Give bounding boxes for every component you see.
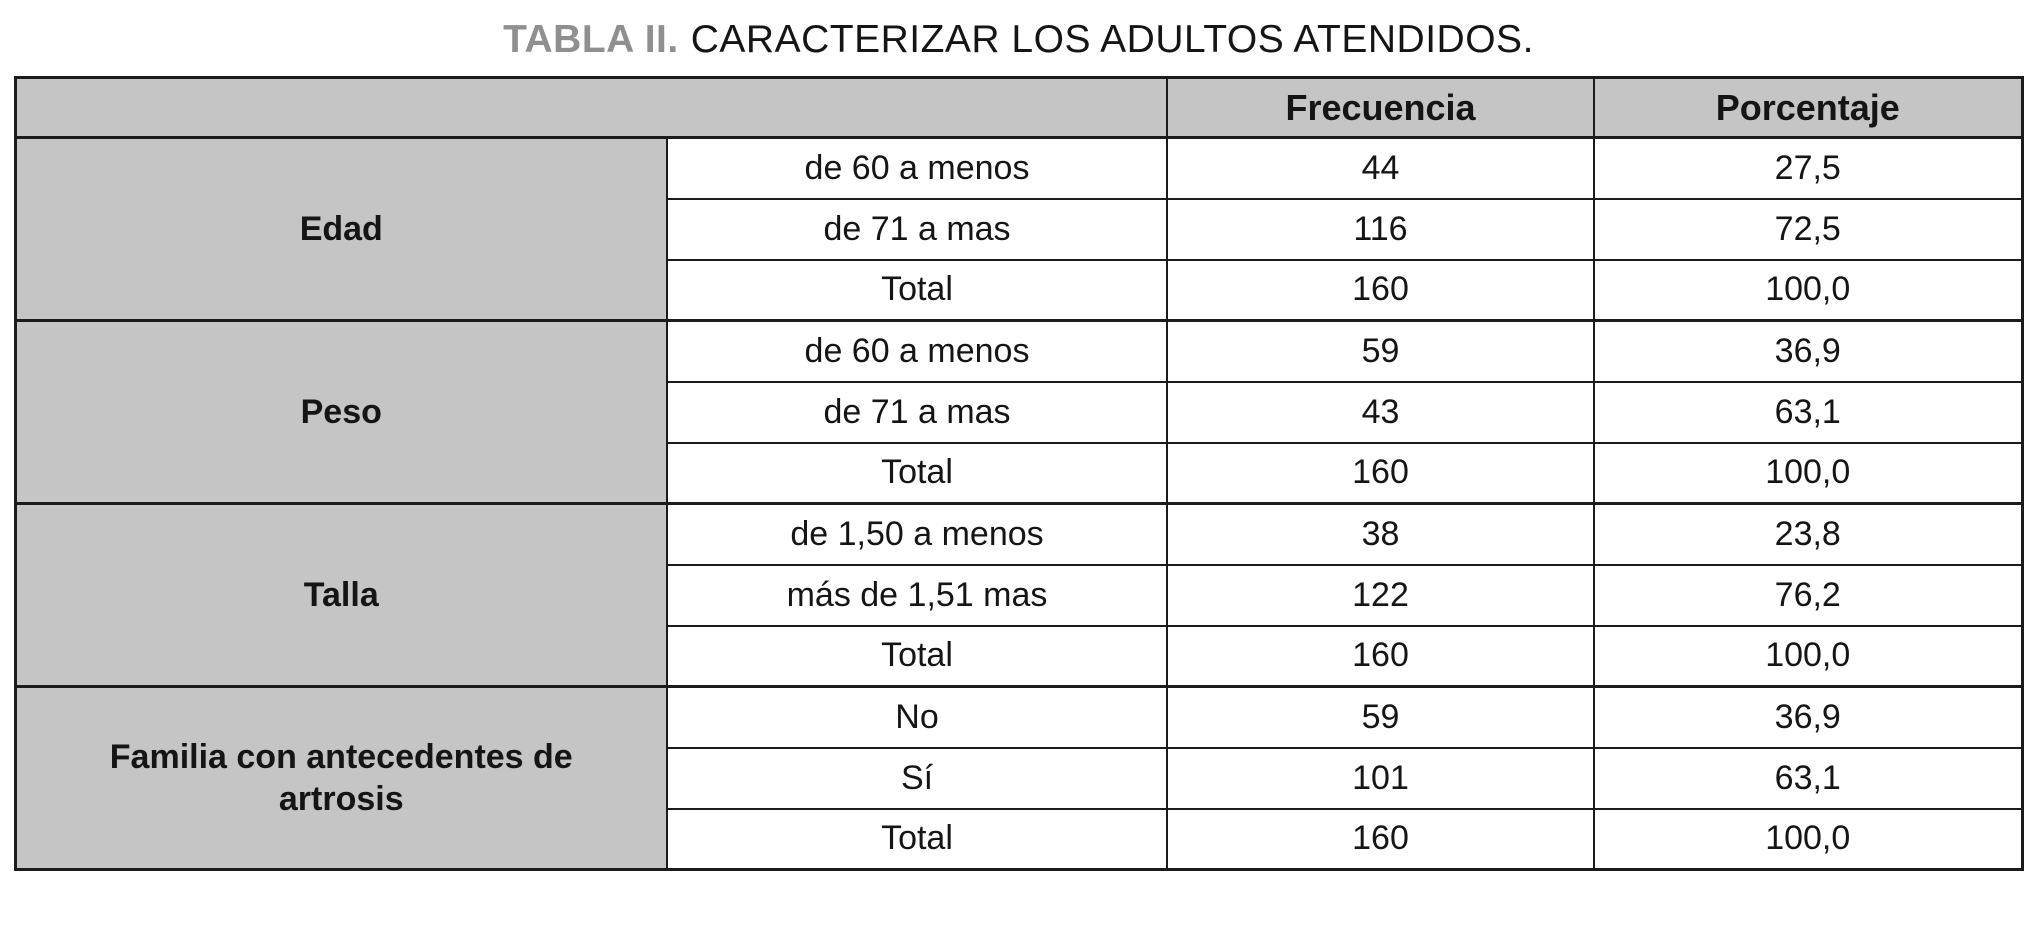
group-label-text: Talla (303, 575, 379, 614)
group-label-familia-antecedentes: Familia con antecedentes de artrosis (14, 685, 668, 871)
table-number-label: TABLA II. (503, 18, 679, 61)
category-cell: de 60 a menos (666, 319, 1168, 383)
statistics-table: Frecuencia Porcentaje Edad de 60 a menos… (13, 76, 2024, 871)
frequency-cell: 43 (1166, 380, 1595, 444)
percentage-cell: 100,0 (1593, 441, 2023, 505)
frequency-cell: 160 (1166, 441, 1595, 505)
percentage-cell: 36,9 (1593, 685, 2023, 749)
frequency-cell: 59 (1166, 685, 1595, 749)
frequency-cell: 44 (1166, 136, 1595, 200)
table-row: Total 160 100,0 (15, 807, 2023, 871)
table-row: Sí 101 63,1 (15, 746, 2023, 810)
percentage-cell: 63,1 (1593, 380, 2023, 444)
percentage-cell: 76,2 (1593, 563, 2023, 627)
category-cell: más de 1,51 mas (666, 563, 1168, 627)
percentage-cell: 36,9 (1593, 319, 2023, 383)
category-cell: Sí (666, 746, 1168, 810)
frequency-cell: 160 (1166, 807, 1595, 871)
table-row: de 71 a mas 43 63,1 (15, 380, 2023, 444)
category-cell: Total (666, 258, 1168, 322)
table-row: Total 160 100,0 (15, 258, 2023, 322)
category-cell: Total (666, 624, 1168, 688)
frequency-cell: 160 (1166, 624, 1595, 688)
table-row: de 71 a mas 116 72,5 (15, 197, 2023, 261)
table-row: Familia con antecedentes de artrosis No … (14, 685, 2023, 871)
frequency-cell: 122 (1166, 563, 1595, 627)
group-label-text: Familia con antecedentes de artrosis (109, 737, 573, 819)
percentage-cell: 27,5 (1593, 136, 2023, 200)
category-cell: Total (666, 441, 1168, 505)
category-cell: de 71 a mas (666, 197, 1168, 261)
column-header-frequency: Frecuencia (1166, 76, 1595, 139)
group-label-edad: Edad (14, 136, 668, 322)
category-cell: No (666, 685, 1168, 749)
frequency-cell: 160 (1166, 258, 1595, 322)
empty-header-cell (14, 76, 1168, 139)
percentage-cell: 23,8 (1593, 502, 2023, 566)
group-label-text: Peso (300, 392, 382, 431)
table-row: Total 160 100,0 (15, 441, 2023, 505)
category-cell: de 1,50 a menos (666, 502, 1168, 566)
percentage-cell: 100,0 (1593, 258, 2023, 322)
percentage-cell: 63,1 (1593, 746, 2023, 810)
percentage-cell: 72,5 (1593, 197, 2023, 261)
percentage-cell: 100,0 (1593, 624, 2023, 688)
category-cell: de 71 a mas (666, 380, 1168, 444)
column-header-percentage: Porcentaje (1593, 76, 2023, 139)
frequency-cell: 38 (1166, 502, 1595, 566)
table-row: Peso de 60 a menos 59 36,9 (14, 319, 2023, 505)
group-label-talla: Talla (14, 502, 668, 688)
group-label-text: Edad (299, 209, 383, 248)
table-row: Talla de 1,50 a menos 38 23,8 (14, 502, 2023, 688)
category-cell: Total (666, 807, 1168, 871)
table-header-row: Frecuencia Porcentaje (14, 76, 2023, 139)
frequency-cell: 116 (1166, 197, 1595, 261)
table-row: más de 1,51 mas 122 76,2 (15, 563, 2023, 627)
table-row: Edad de 60 a menos 44 27,5 (14, 136, 2023, 322)
category-cell: de 60 a menos (666, 136, 1168, 200)
frequency-cell: 101 (1166, 746, 1595, 810)
page-title: TABLA II. CARACTERIZAR LOS ADULTOS ATENDI… (0, 18, 2037, 62)
table-title-text: CARACTERIZAR LOS ADULTOS ATENDIDOS. (690, 18, 1534, 61)
group-label-peso: Peso (14, 319, 668, 505)
frequency-cell: 59 (1166, 319, 1595, 383)
percentage-cell: 100,0 (1593, 807, 2023, 871)
table-row: Total 160 100,0 (15, 624, 2023, 688)
